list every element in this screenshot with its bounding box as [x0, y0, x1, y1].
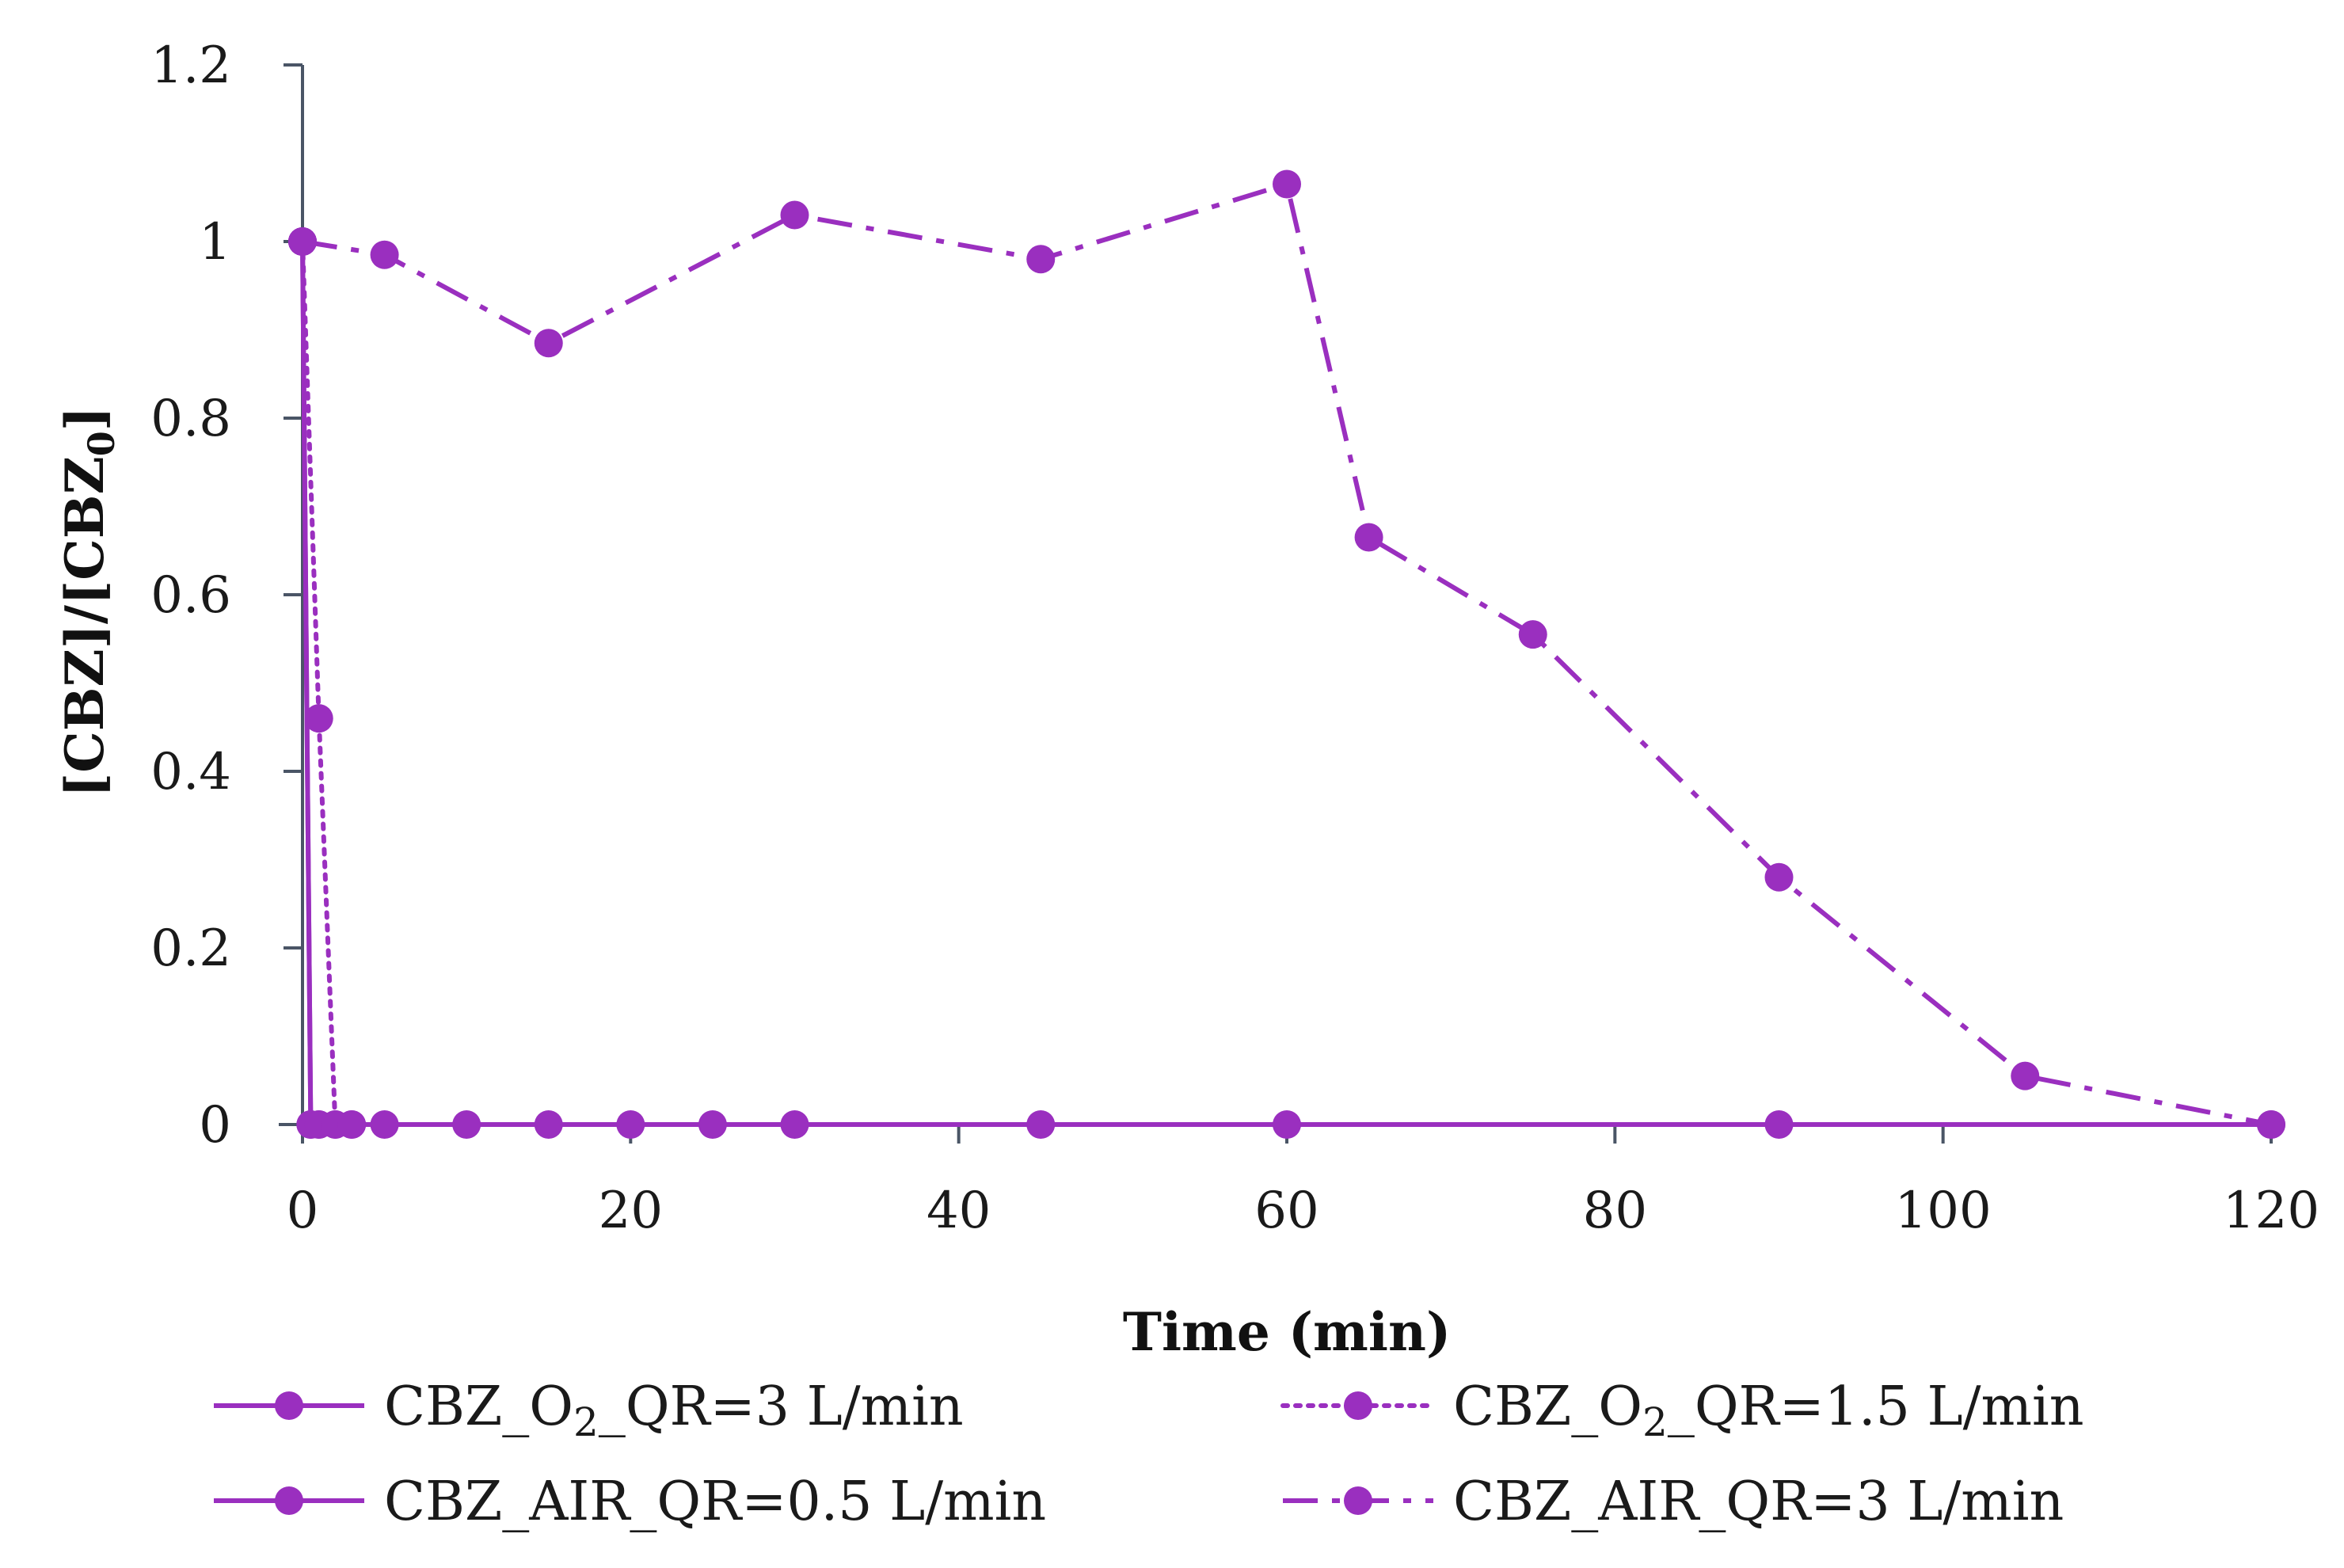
- labels-layer: Time (min) [CBZ]/[CBZ0]: [54, 406, 1451, 1363]
- x-tick-label: 100: [1895, 1182, 1992, 1240]
- legend-label: CBZ_AIR_QR=3 L/min: [1453, 1471, 2064, 1533]
- y-tick-label: 1.2: [150, 36, 231, 95]
- x-tick-label: 40: [927, 1182, 991, 1240]
- data-point: [2257, 1110, 2285, 1139]
- data-point: [1354, 523, 1383, 552]
- legend-label: CBZ_O2_QR=3 L/min: [384, 1376, 964, 1445]
- series-layer: [288, 169, 2285, 1139]
- data-point: [1273, 1110, 1301, 1139]
- series-1: [288, 227, 2285, 1139]
- series-line: [302, 181, 2272, 1127]
- x-tick-label: 120: [2223, 1182, 2319, 1240]
- data-point: [780, 1110, 809, 1139]
- data-point: [1026, 1110, 1056, 1139]
- data-point: [1764, 862, 1794, 892]
- axes: 0 0.2 0.4 0.6 0.8 1 1.2 0 20 40 60 80 100 120: [150, 36, 2319, 1240]
- data-point: [370, 1110, 399, 1139]
- x-tick-label: 80: [1583, 1182, 1647, 1240]
- series-line: [300, 241, 2271, 1127]
- y-tick-label: 0.2: [150, 919, 231, 978]
- data-point: [288, 227, 317, 256]
- data-point: [534, 1110, 563, 1139]
- data-point: [337, 1110, 367, 1139]
- data-point: [616, 1110, 645, 1139]
- data-point: [698, 1110, 727, 1139]
- x-tick-label: 0: [287, 1182, 319, 1240]
- y-tick-label: 0.8: [150, 390, 231, 448]
- data-point: [1518, 620, 1547, 649]
- data-point: [304, 704, 333, 733]
- data-point: [1764, 1110, 1794, 1139]
- legend-item-4: CBZ_AIR_QR=3 L/min: [1283, 1471, 2064, 1533]
- legend-swatch-marker: [1344, 1486, 1372, 1515]
- y-tick-label: 1: [199, 213, 231, 272]
- data-point: [452, 1110, 481, 1139]
- y-tick-label: 0.4: [150, 743, 231, 801]
- x-tick-label: 20: [599, 1182, 663, 1240]
- legend-item-1: CBZ_O2_QR=3 L/min: [214, 1376, 964, 1445]
- x-axis-title: Time (min): [1123, 1301, 1451, 1363]
- legend: CBZ_O2_QR=3 L/min CBZ_O2_QR=1.5 L/min CBZ_…: [214, 1376, 2084, 1533]
- data-point: [2011, 1061, 2040, 1090]
- x-tick-label: 60: [1254, 1182, 1318, 1240]
- legend-item-3: CBZ_AIR_QR=0.5 L/min: [214, 1471, 1046, 1533]
- legend-swatch-marker: [1344, 1391, 1372, 1420]
- y-tick-label: 0: [199, 1096, 231, 1155]
- data-point: [534, 329, 563, 358]
- data-point: [1026, 245, 1056, 274]
- data-point: [1273, 169, 1301, 199]
- series-4: [288, 169, 2285, 1139]
- data-point: [370, 240, 399, 269]
- legend-item-2: CBZ_O2_QR=1.5 L/min: [1280, 1376, 2084, 1445]
- legend-label: CBZ_AIR_QR=0.5 L/min: [384, 1471, 1046, 1533]
- series-2: [288, 227, 367, 1139]
- data-point: [780, 200, 809, 230]
- legend-swatch-marker: [275, 1391, 303, 1420]
- y-axis-title: [CBZ]/[CBZ0]: [54, 406, 123, 797]
- y-tick-label: 0.6: [150, 566, 231, 625]
- legend-swatch-marker: [275, 1486, 303, 1515]
- legend-label: CBZ_O2_QR=1.5 L/min: [1453, 1376, 2084, 1445]
